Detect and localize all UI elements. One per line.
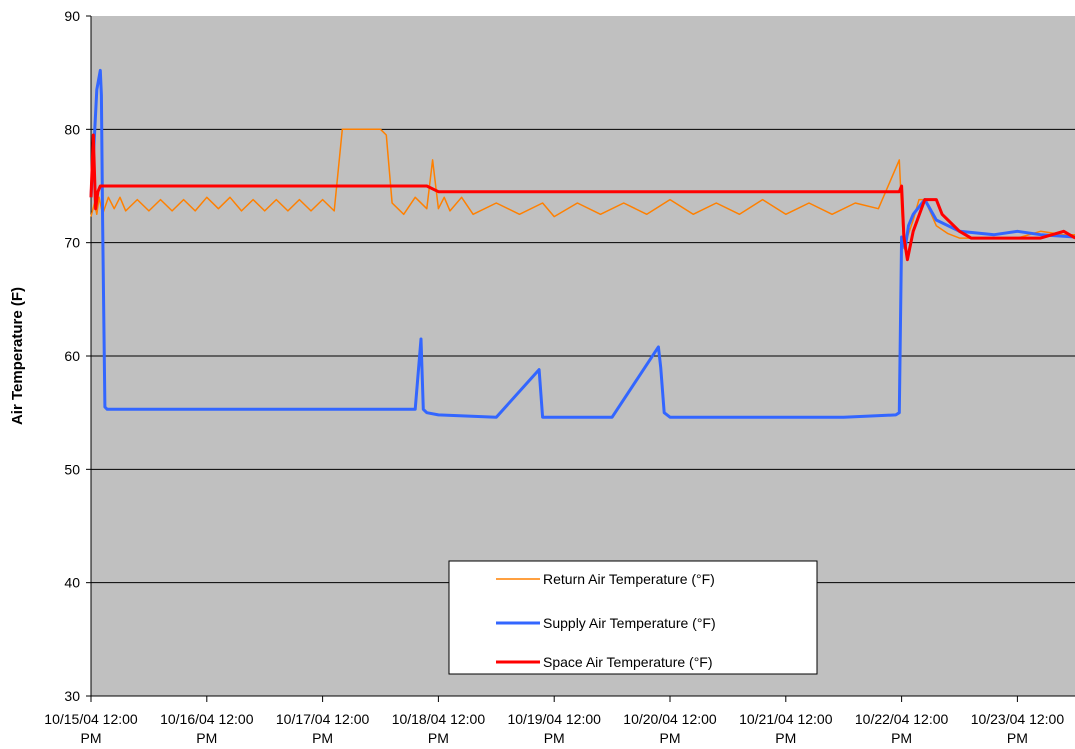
x-tick-label-ampm: PM [775, 730, 796, 746]
x-tick-label-ampm: PM [312, 730, 333, 746]
x-tick-label-ampm: PM [891, 730, 912, 746]
x-tick-label-ampm: PM [428, 730, 449, 746]
x-tick-label: 10/17/04 12:00 [276, 711, 370, 727]
y-tick-label: 80 [64, 121, 80, 137]
legend-label-2: Space Air Temperature (°F) [543, 654, 713, 670]
x-tick-label-ampm: PM [1007, 730, 1028, 746]
y-tick-label: 40 [64, 575, 80, 591]
series-line-2 [89, 133, 1075, 262]
legend-box [448, 560, 818, 675]
y-tick-label: 50 [64, 461, 80, 477]
series-line-1 [89, 68, 1075, 419]
x-axis: 10/15/04 12:00 PM 10/16/04 12:00 PM 10/17/04… [44, 695, 1075, 746]
x-tick-label: 10/18/04 12:00 [392, 711, 486, 727]
legend-label-0: Return Air Temperature (°F) [543, 571, 715, 587]
x-tick-label: 10/15/04 12:00 [44, 711, 138, 727]
legend-label-1: Supply Air Temperature (°F) [543, 615, 716, 631]
x-tick-label: 10/23/04 12:00 [971, 711, 1065, 727]
x-tick-label: 10/21/04 12:00 [739, 711, 833, 727]
y-tick-label: 60 [64, 348, 80, 364]
series-layer [89, 68, 1075, 419]
x-tick-label-ampm: PM [196, 730, 217, 746]
legend: Return Air Temperature (°F) Supply Air Te… [448, 560, 818, 675]
gridlines [91, 128, 1075, 584]
x-tick-label: 10/20/04 12:00 [623, 711, 717, 727]
y-axis: 30 40 50 60 70 80 90 [64, 8, 92, 704]
y-tick-label: 70 [64, 235, 80, 251]
x-tick-label: 10/16/04 12:00 [160, 711, 254, 727]
series-line-0 [90, 128, 1075, 250]
y-tick-label: 90 [64, 8, 80, 24]
y-axis-title: Air Temperature (F) [9, 287, 26, 425]
x-tick-label: 10/22/04 12:00 [855, 711, 949, 727]
x-tick-label-ampm: PM [544, 730, 565, 746]
x-tick-label-ampm: PM [81, 730, 102, 746]
y-tick-label: 30 [64, 688, 80, 704]
x-tick-label-ampm: PM [660, 730, 681, 746]
x-tick-label: 10/19/04 12:00 [507, 711, 601, 727]
